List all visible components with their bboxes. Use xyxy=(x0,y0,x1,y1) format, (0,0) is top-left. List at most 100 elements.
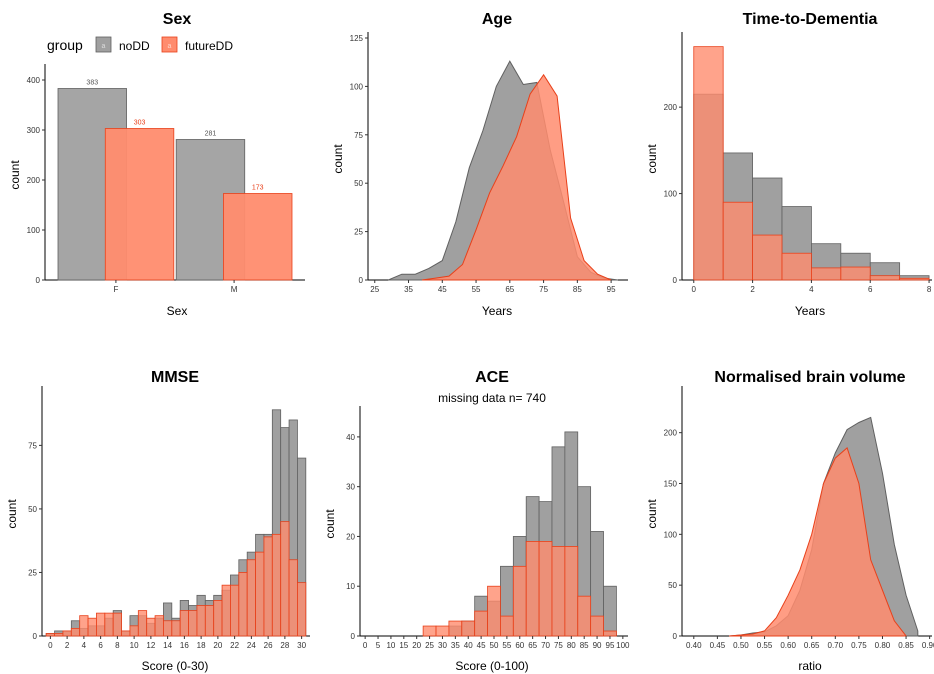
x-tick-label: 4 xyxy=(82,641,87,650)
panel-title: Sex xyxy=(163,11,192,28)
x-tick-label: 0.50 xyxy=(733,641,749,650)
bar-futureDD-7 xyxy=(104,612,114,637)
bin-futureDD-4 xyxy=(811,267,842,281)
x-tick-label: 0.45 xyxy=(710,641,726,650)
data-label-noDD-M: 281 xyxy=(205,131,217,138)
bar-futureDD-1 xyxy=(54,633,64,637)
x-axis-label: Sex xyxy=(167,304,188,318)
y-axis-label: count xyxy=(8,160,22,190)
bin-futureDD-0 xyxy=(693,46,724,281)
panel-title: Normalised brain volume xyxy=(714,369,905,386)
bar-futureDD-11 xyxy=(137,610,148,637)
x-tick-label: 0.70 xyxy=(828,641,844,650)
x-tick-label: 95 xyxy=(606,641,615,650)
y-tick-label: 125 xyxy=(350,34,364,43)
x-tick-label: 14 xyxy=(163,641,172,650)
legend-label-futureDD: futureDD xyxy=(185,39,233,53)
x-tick-label: 100 xyxy=(616,641,630,650)
x-tick-label: 60 xyxy=(515,641,524,650)
x-tick-label: 25 xyxy=(425,641,434,650)
legend-glyph-noDD: a xyxy=(102,43,106,50)
x-tick-label: 2 xyxy=(750,285,755,294)
bar-futureDD-55 xyxy=(500,615,514,637)
x-tick-label: 20 xyxy=(412,641,421,650)
x-tick-label: 75 xyxy=(539,285,548,294)
bar-futureDD-90 xyxy=(590,615,604,637)
x-tick-label: 0 xyxy=(48,641,53,650)
panel-title: ACE xyxy=(475,369,509,386)
y-axis-label: count xyxy=(5,499,19,529)
bar-futureDD-75 xyxy=(551,546,566,637)
x-tick-label: 70 xyxy=(541,641,550,650)
bar-futureDD-10 xyxy=(129,625,139,637)
bar-futureDD-85 xyxy=(577,595,592,637)
bar-futureDD-26 xyxy=(263,536,273,637)
bar-futureDD-23 xyxy=(238,572,248,637)
x-tick-label: 65 xyxy=(528,641,537,650)
bar-futureDD-65 xyxy=(525,541,540,637)
x-tick-label: 12 xyxy=(146,641,155,650)
x-tick-label: 28 xyxy=(280,641,289,650)
bar-futureDD-25 xyxy=(255,551,265,637)
x-tick-label: 25 xyxy=(370,285,379,294)
y-tick-label: 0 xyxy=(33,632,38,641)
bar-futureDD-95 xyxy=(603,630,617,637)
bar-futureDD-30 xyxy=(435,625,450,637)
y-tick-label: 50 xyxy=(28,505,37,514)
bar-futureDD-30 xyxy=(297,582,307,637)
legend-glyph-futureDD: a xyxy=(168,43,172,50)
y-tick-label: 75 xyxy=(28,441,37,450)
x-axis-label: Years xyxy=(482,304,512,318)
y-tick-label: 50 xyxy=(354,179,363,188)
x-tick-label: 0.90 xyxy=(922,641,934,650)
y-tick-label: 0 xyxy=(359,276,364,285)
bin-futureDD-7 xyxy=(899,277,930,281)
bar-futureDD-13 xyxy=(154,615,164,637)
data-label-futureDD-M: 173 xyxy=(252,185,264,192)
x-tick-label: 0.85 xyxy=(898,641,914,650)
y-tick-label: 100 xyxy=(664,530,678,539)
y-tick-label: 0 xyxy=(673,632,678,641)
y-tick-label: 25 xyxy=(28,568,37,577)
bar-futureDD-21 xyxy=(221,584,231,637)
y-tick-label: 75 xyxy=(354,131,363,140)
panel-sex: Sex 0 100 200 300 400 Sex count 383 303 F 281 173 M xyxy=(8,11,305,318)
area-futureDD xyxy=(729,447,908,637)
y-tick-label: 100 xyxy=(664,190,678,199)
bar-futureDD-15 xyxy=(171,620,181,637)
bar-futureDD-25 xyxy=(422,625,437,637)
legend: group a noDD a futureDD xyxy=(47,36,233,53)
x-tick-label: 26 xyxy=(264,641,273,650)
bin-futureDD-6 xyxy=(869,275,901,281)
x-axis-label: Score (0-30) xyxy=(142,659,209,673)
x-tick-label: 4 xyxy=(809,285,814,294)
area-futureDD xyxy=(421,73,612,281)
x-tick-label: 85 xyxy=(580,641,589,650)
bar-futureDD-16 xyxy=(179,610,189,637)
bar-futureDD-M xyxy=(223,193,293,281)
bar-noDD-95 xyxy=(603,585,617,637)
y-tick-label: 150 xyxy=(664,480,678,489)
bar-futureDD-24 xyxy=(246,559,256,637)
y-tick-label: 25 xyxy=(354,228,363,237)
bar-futureDD-29 xyxy=(288,559,298,637)
y-tick-label: 10 xyxy=(346,582,355,591)
legend-label-noDD: noDD xyxy=(119,39,150,53)
x-tick-label: 0.60 xyxy=(780,641,796,650)
y-tick-label: 0 xyxy=(351,632,356,641)
x-tick-label: 45 xyxy=(438,285,447,294)
x-tick-label: 85 xyxy=(573,285,582,294)
panel-age: Age 0 25 50 75 100 125 Years count 25 35 45 55 65 75 85… xyxy=(331,11,628,318)
y-axis-label: count xyxy=(645,144,659,174)
y-tick-label: 300 xyxy=(27,126,41,135)
panel-nbv: Normalised brain volume 0 50 100 150 200 ratio… xyxy=(645,369,934,673)
data-label-futureDD-F: 303 xyxy=(134,120,146,127)
x-axis-label: Years xyxy=(795,304,825,318)
x-tick-label: 20 xyxy=(213,641,222,650)
bar-futureDD-4 xyxy=(79,615,89,637)
x-tick-label: 80 xyxy=(567,641,576,650)
x-tick-label: 35 xyxy=(404,285,413,294)
x-tick-label: 90 xyxy=(593,641,602,650)
